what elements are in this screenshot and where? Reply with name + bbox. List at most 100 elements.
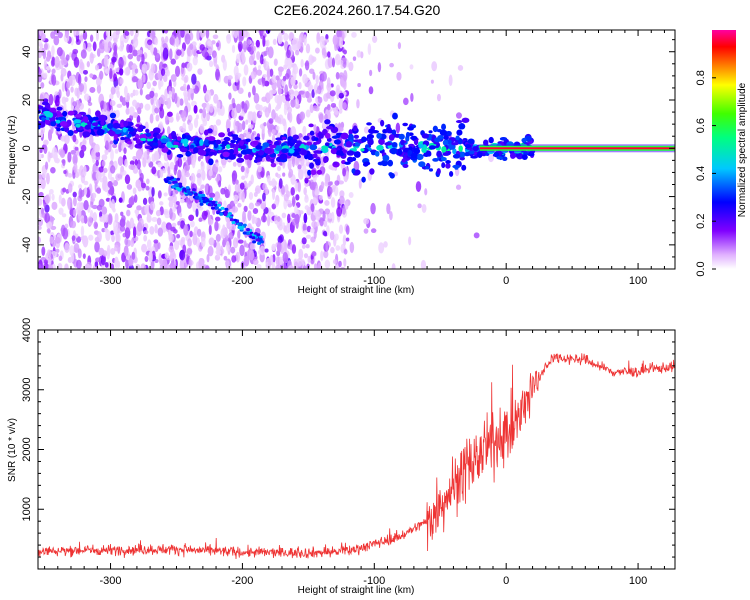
ridge-cell bbox=[376, 144, 384, 151]
ridge-cell bbox=[193, 192, 198, 197]
noise-cell bbox=[255, 39, 260, 48]
noise-cell bbox=[133, 194, 138, 203]
noise-cell bbox=[205, 89, 212, 102]
noise-cell bbox=[185, 164, 190, 171]
spectrogram-x-axis-label: Height of straight line (km) bbox=[298, 285, 415, 296]
y-tick-label: 3000 bbox=[21, 378, 33, 402]
noise-cell bbox=[155, 114, 160, 122]
noise-cell bbox=[39, 43, 44, 49]
ridge-cell bbox=[347, 133, 354, 141]
noise-cell bbox=[200, 184, 205, 189]
noise-cell bbox=[141, 243, 148, 253]
noise-cell bbox=[215, 233, 221, 242]
ridge-cell bbox=[436, 150, 443, 158]
noise-cell bbox=[285, 59, 292, 66]
ridge-cell bbox=[55, 119, 61, 124]
noise-cell bbox=[386, 203, 391, 215]
ridge-cell bbox=[353, 125, 358, 132]
noise-cell bbox=[307, 255, 311, 264]
noise-cell bbox=[119, 68, 124, 76]
noise-cell bbox=[75, 99, 81, 109]
spectrogram-frame bbox=[37, 29, 676, 270]
noise-cell bbox=[207, 48, 213, 55]
ridge-cell bbox=[199, 139, 204, 147]
ridge-cell bbox=[378, 138, 385, 146]
noise-cell bbox=[44, 161, 49, 170]
noise-cell bbox=[233, 194, 239, 201]
noise-cell bbox=[132, 99, 138, 107]
noise-cell bbox=[208, 103, 214, 113]
noise-cell bbox=[50, 31, 56, 39]
ridge-cell bbox=[521, 154, 528, 160]
noise-cell bbox=[86, 42, 92, 49]
ridge-cell bbox=[197, 149, 205, 156]
noise-cell bbox=[334, 110, 339, 115]
noise-cell bbox=[72, 153, 78, 165]
ridge-cell bbox=[260, 240, 265, 244]
noise-cell bbox=[473, 232, 480, 239]
noise-cell bbox=[327, 51, 331, 58]
noise-cell bbox=[38, 174, 42, 180]
noise-cell bbox=[243, 40, 247, 53]
x-tick-label: -200 bbox=[231, 575, 253, 587]
noise-cell bbox=[79, 35, 84, 42]
noise-cell bbox=[151, 153, 156, 163]
noise-cell bbox=[372, 35, 378, 43]
snr-y-ticks: 1000 2000 3000 4000 bbox=[21, 318, 675, 558]
ridge-cell bbox=[211, 201, 216, 205]
noise-cell bbox=[294, 213, 300, 225]
noise-cell bbox=[125, 258, 129, 269]
noise-cell bbox=[143, 230, 149, 235]
noise-cell bbox=[80, 49, 87, 59]
noise-cell bbox=[208, 169, 213, 177]
noise-cell bbox=[179, 98, 184, 106]
noise-cell bbox=[410, 92, 414, 102]
noise-cell bbox=[248, 249, 255, 261]
ridge-cell bbox=[233, 147, 239, 154]
noise-cell bbox=[230, 224, 236, 231]
noise-cell bbox=[69, 245, 75, 257]
noise-cell bbox=[223, 255, 228, 261]
noise-cell bbox=[109, 93, 114, 100]
noise-cell bbox=[73, 196, 77, 207]
noise-cell bbox=[294, 180, 299, 192]
noise-cell bbox=[331, 57, 336, 68]
noise-cell bbox=[282, 75, 287, 82]
noise-cell bbox=[65, 54, 70, 61]
ridge-cell bbox=[374, 150, 380, 157]
ridge-cell bbox=[203, 129, 209, 136]
noise-cell bbox=[323, 249, 329, 259]
noise-cell bbox=[339, 30, 343, 38]
noise-cell bbox=[95, 30, 99, 42]
noise-cell bbox=[339, 77, 344, 87]
noise-cell bbox=[169, 207, 173, 220]
ridge-cell bbox=[441, 123, 447, 131]
noise-cell bbox=[271, 80, 277, 91]
noise-cell bbox=[109, 140, 114, 145]
ridge-cell bbox=[208, 158, 214, 166]
noise-cell bbox=[241, 50, 246, 63]
ridge-cell bbox=[82, 131, 91, 138]
ridge-cell bbox=[279, 153, 288, 160]
noise-cell bbox=[252, 45, 256, 52]
noise-cell bbox=[181, 62, 186, 69]
noise-cell bbox=[104, 133, 110, 145]
noise-cell bbox=[215, 42, 220, 48]
noise-cell bbox=[312, 56, 317, 62]
noise-cell bbox=[271, 203, 277, 210]
noise-cell bbox=[78, 184, 83, 189]
noise-cell bbox=[330, 197, 336, 208]
ridge-cell bbox=[48, 112, 54, 118]
noise-cell bbox=[243, 103, 248, 114]
noise-cell bbox=[91, 204, 98, 210]
ridge-cell bbox=[309, 162, 315, 169]
noise-cell bbox=[96, 204, 103, 211]
noise-cell bbox=[99, 216, 104, 222]
noise-cell bbox=[343, 258, 347, 267]
noise-cell bbox=[67, 151, 72, 163]
ridge-cell bbox=[452, 164, 461, 169]
noise-cell bbox=[300, 59, 304, 68]
noise-cell bbox=[94, 143, 100, 153]
noise-cell bbox=[189, 220, 195, 228]
ridge-cell bbox=[139, 124, 144, 131]
